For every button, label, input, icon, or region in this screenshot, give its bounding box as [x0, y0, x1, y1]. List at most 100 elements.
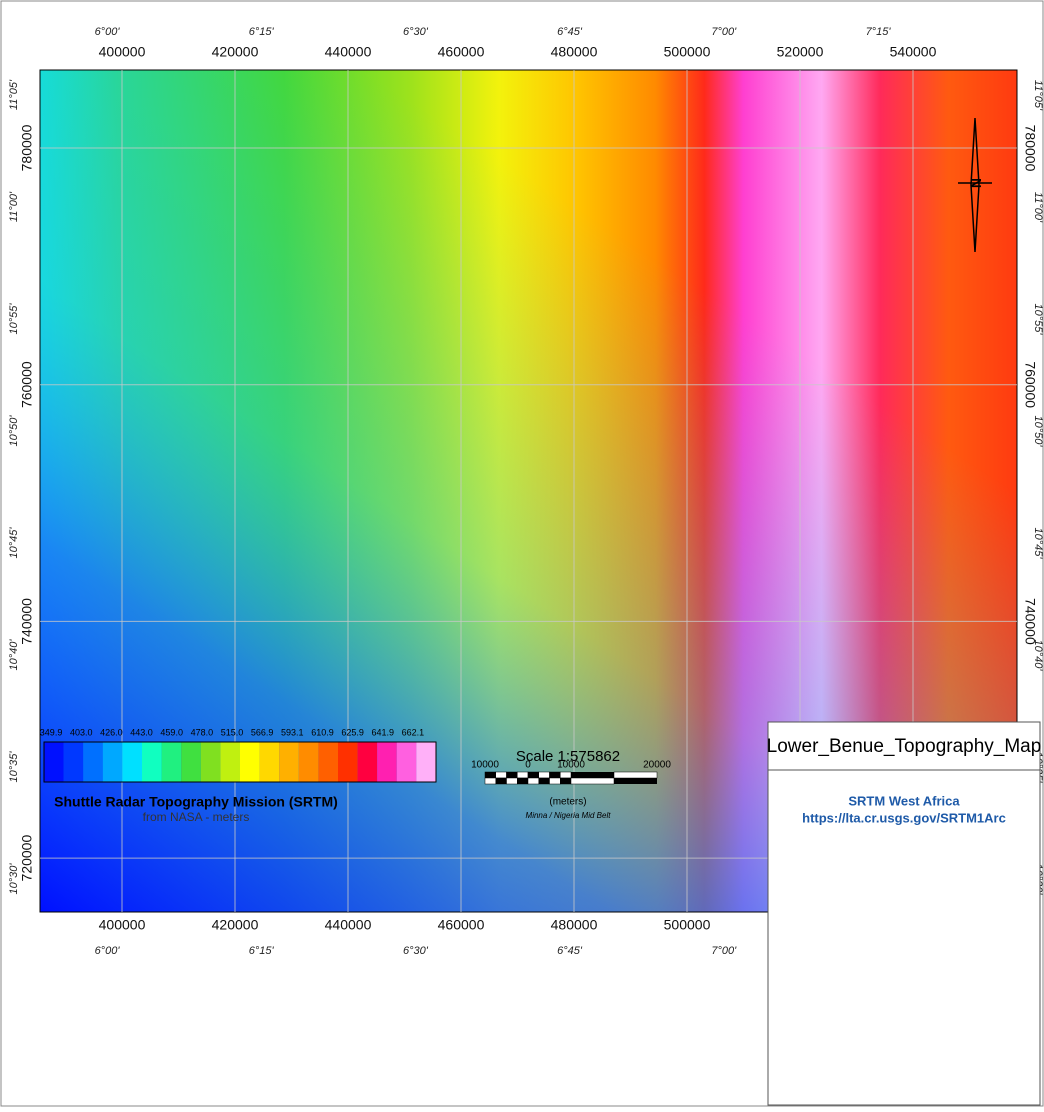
- latitude-label-left: 10°55': [8, 303, 20, 335]
- title-box: Lower_Benue_Topography_Map SRTM West Afr…: [767, 722, 1042, 1105]
- ramp-swatch: [318, 742, 338, 782]
- scale-segment: [539, 772, 550, 778]
- scale-segment: [485, 772, 496, 778]
- easting-label-bottom: 460000: [438, 917, 485, 933]
- scale-segment: [528, 772, 539, 778]
- latitude-label-right: 11°05': [1032, 80, 1044, 111]
- ramp-swatch: [83, 742, 103, 782]
- longitude-label-top: 6°00': [95, 26, 121, 38]
- legend-break-label: 515.0: [221, 727, 244, 737]
- legend-break-label: 403.0: [70, 727, 93, 737]
- longitude-label-top: 7°15': [866, 26, 892, 38]
- scale-segment: [614, 772, 657, 778]
- ramp-swatch: [338, 742, 358, 782]
- latitude-label-left: 10°30': [8, 863, 20, 895]
- scale-segment: [507, 778, 518, 784]
- legend-title: Shuttle Radar Topography Mission (SRTM): [54, 794, 338, 810]
- ramp-swatch: [162, 742, 182, 782]
- latitude-label-left: 10°45': [8, 527, 20, 559]
- longitude-label-top: 6°45': [557, 26, 583, 38]
- latitude-label-right: 10°40': [1032, 640, 1044, 672]
- longitude-label-bottom: 6°30': [403, 945, 429, 957]
- scale-segment: [571, 778, 614, 784]
- legend-break-label: 459.0: [160, 727, 183, 737]
- color-ramp: 349.9 403.0 426.0 443.0 459.0 478.0 515.0 566.9…: [40, 727, 436, 782]
- ramp-swatch: [416, 742, 436, 782]
- ramp-swatch: [201, 742, 221, 782]
- easting-label-bottom: 400000: [99, 917, 146, 933]
- easting-label-top: 480000: [551, 44, 598, 60]
- latitude-label-left: 11°00': [8, 191, 20, 222]
- scale-label: 20000: [643, 760, 671, 771]
- latitude-label-left: 10°35': [8, 751, 20, 783]
- legend-break-label: 593.1: [281, 727, 304, 737]
- legend-break-label: 478.0: [191, 727, 214, 737]
- title-frame: [768, 722, 1040, 1105]
- ramp-swatch: [299, 742, 319, 782]
- scale-segment: [517, 778, 528, 784]
- northing-label-left: 780000: [19, 124, 35, 171]
- ramp-swatch: [240, 742, 260, 782]
- ramp-swatch: [358, 742, 378, 782]
- ramp-swatch: [44, 742, 64, 782]
- scale-segment: [496, 778, 507, 784]
- scale-segment: [496, 772, 507, 778]
- easting-label-bottom: 420000: [212, 917, 259, 933]
- scale-segment: [560, 772, 571, 778]
- easting-label-top: 500000: [664, 44, 711, 60]
- scale-segment: [539, 778, 550, 784]
- map-title: Lower_Benue_Topography_Map: [767, 736, 1042, 757]
- legend-break-label: 426.0: [100, 727, 123, 737]
- northing-label-left: 740000: [19, 598, 35, 645]
- easting-label-top: 520000: [777, 44, 824, 60]
- northing-label-right: 740000: [1022, 598, 1038, 645]
- latitude-label-left: 10°40': [8, 639, 20, 671]
- easting-label-bottom: 480000: [551, 917, 598, 933]
- easting-label-top: 440000: [325, 44, 372, 60]
- scale-segment: [550, 772, 561, 778]
- legend-break-label: 349.9: [40, 727, 63, 737]
- scale-segment: [528, 778, 539, 784]
- ramp-swatch: [279, 742, 299, 782]
- ramp-swatch: [122, 742, 142, 782]
- ramp-swatch: [220, 742, 240, 782]
- ramp-swatch: [142, 742, 162, 782]
- longitude-label-bottom: 7°00': [711, 945, 737, 957]
- latitude-label-right: 10°55': [1032, 304, 1044, 336]
- legend-subtitle: from NASA - meters: [143, 810, 250, 824]
- longitude-label-bottom: 6°15': [249, 945, 275, 957]
- legend-break-label: 566.9: [251, 727, 274, 737]
- latitude-label-right: 10°45': [1032, 528, 1044, 560]
- easting-label-top: 460000: [438, 44, 485, 60]
- source-name: SRTM West Africa: [848, 793, 960, 808]
- scale-unit: (meters): [549, 797, 586, 808]
- legend-break-label: 610.9: [311, 727, 334, 737]
- longitude-label-top: 6°15': [249, 26, 275, 38]
- easting-label-bottom: 440000: [325, 917, 372, 933]
- projection: Minna / Nigeria Mid Belt: [526, 811, 612, 820]
- northing-label-left: 720000: [19, 835, 35, 882]
- latitude-label-right: 11°00': [1032, 192, 1044, 223]
- legend-break-label: 443.0: [130, 727, 153, 737]
- scale-segment: [507, 772, 518, 778]
- scale-label: 0: [525, 760, 531, 771]
- ramp-swatch: [397, 742, 417, 782]
- easting-label-top: 420000: [212, 44, 259, 60]
- easting-label-bottom: 500000: [664, 917, 711, 933]
- map-page: 400000 400000 420000 420000 440000 440000 4600…: [0, 0, 1044, 1107]
- scale-segment: [614, 778, 657, 784]
- northing-label-right: 780000: [1022, 125, 1038, 172]
- svg-text:N: N: [968, 178, 984, 188]
- legend-break-label: 662.1: [402, 727, 425, 737]
- scale-segment: [571, 772, 614, 778]
- scale-segment: [517, 772, 528, 778]
- scale-segment: [560, 778, 571, 784]
- northing-label-left: 760000: [19, 361, 35, 408]
- northing-label-right: 760000: [1022, 361, 1038, 408]
- legend-break-label: 641.9: [372, 727, 395, 737]
- legend-break-label: 625.9: [341, 727, 364, 737]
- easting-label-top: 400000: [99, 44, 146, 60]
- ramp-swatch: [377, 742, 397, 782]
- ramp-swatch: [103, 742, 123, 782]
- longitude-label-top: 6°30': [403, 26, 429, 38]
